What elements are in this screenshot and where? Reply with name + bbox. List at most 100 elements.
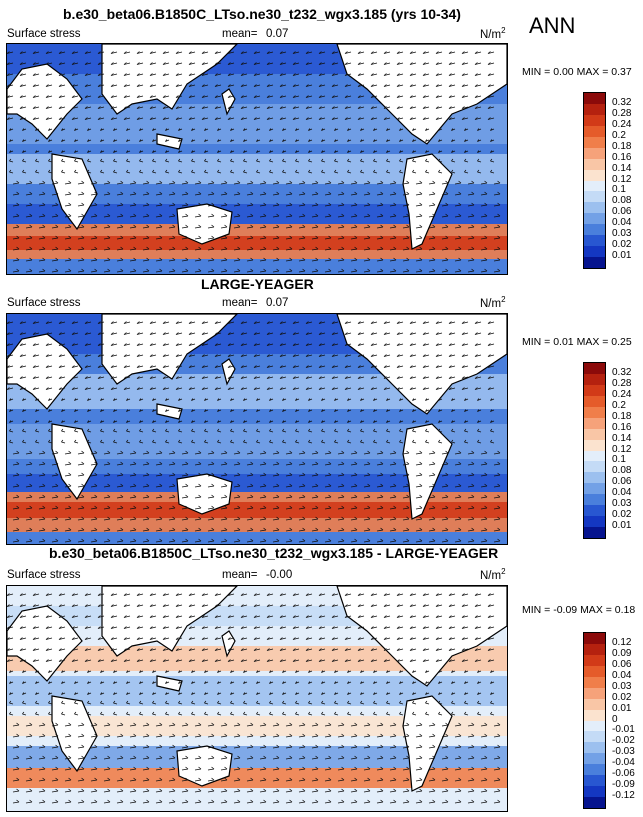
colorbar-swatch — [584, 494, 605, 506]
panel-2-variable: Surface stress — [7, 297, 81, 309]
colorbar-tick-label: 0.04 — [612, 217, 632, 229]
colorbar-tick-label: 0.32 — [612, 96, 632, 108]
panel-1-units: N/m2 — [480, 26, 506, 41]
panel-1-title: b.e30_beta06.B1850C_LTso.ne30_t232_wgx3.… — [63, 6, 461, 22]
panel-3-title: b.e30_beta06.B1850C_LTso.ne30_t232_wgx3.… — [49, 545, 499, 561]
panel-2-mean-label: mean= — [222, 297, 258, 309]
colorbar-tick-label: 0.08 — [612, 465, 632, 477]
colorbar-tick-label: -0.04 — [612, 757, 635, 769]
colorbar-swatch — [584, 720, 605, 732]
colorbar-swatch — [584, 136, 605, 148]
colorbar-tick-label: 0.06 — [612, 658, 632, 670]
colorbar-swatch — [584, 687, 605, 699]
colorbar-swatch — [584, 180, 605, 192]
colorbar-tick-label: 0.04 — [612, 487, 632, 499]
colorbar-tick-label: 0.01 — [612, 520, 632, 532]
colorbar-tick-label: 0.03 — [612, 498, 632, 510]
colorbar-swatch — [584, 633, 605, 644]
colorbar-tick-label: 0.02 — [612, 239, 632, 251]
colorbar-swatch — [584, 676, 605, 688]
colorbar-tick-label: -0.12 — [612, 790, 635, 802]
panel-2-colorbar — [583, 362, 606, 539]
panel-3-units: N/m2 — [480, 567, 506, 582]
colorbar-swatch — [584, 764, 605, 776]
colorbar-tick-label: 0.2 — [612, 399, 626, 411]
colorbar-tick-label: -0.09 — [612, 779, 635, 791]
colorbar-swatch — [584, 505, 605, 517]
colorbar-swatch — [584, 147, 605, 159]
colorbar-tick-label: 0.04 — [612, 669, 632, 681]
panel-3-mean: -0.00 — [266, 569, 293, 581]
colorbar-tick-label: 0.02 — [612, 691, 632, 703]
colorbar-tick-label: 0.01 — [612, 702, 632, 714]
colorbar-tick-label: 0.12 — [612, 173, 632, 185]
colorbar-tick-label: 0.24 — [612, 388, 632, 400]
panel-2-mean: 0.07 — [266, 297, 289, 309]
colorbar-swatch — [584, 742, 605, 754]
colorbar-swatch — [584, 373, 605, 385]
panel-3-mean-label: mean= — [222, 569, 258, 581]
colorbar-swatch — [584, 235, 605, 247]
colorbar-swatch — [584, 384, 605, 396]
panel-3-variable: Surface stress — [7, 569, 81, 581]
map-layers — [7, 586, 507, 811]
colorbar-tick-label: 0.03 — [612, 680, 632, 692]
map-layers — [7, 44, 507, 274]
map-layers — [7, 314, 507, 544]
panel-1-variable: Surface stress — [7, 28, 81, 40]
colorbar-swatch — [584, 202, 605, 214]
colorbar-swatch — [584, 158, 605, 170]
panel-2-map-svg — [7, 314, 507, 544]
colorbar-swatch — [584, 213, 605, 225]
colorbar-swatch — [584, 472, 605, 484]
colorbar-swatch — [584, 643, 605, 655]
panel-2-map — [6, 313, 508, 545]
colorbar-swatch — [584, 483, 605, 495]
colorbar-swatch — [584, 169, 605, 181]
colorbar-tick-label: -0.03 — [612, 746, 635, 758]
colorbar-tick-label: 0.24 — [612, 118, 632, 130]
colorbar-tick-label: 0.16 — [612, 151, 632, 163]
colorbar-tick-label: 0.01 — [612, 250, 632, 262]
colorbar-tick-label: 0.2 — [612, 129, 626, 141]
colorbar-swatch — [584, 698, 605, 710]
panel-2-title: LARGE-YEAGER — [201, 276, 314, 292]
colorbar-swatch — [584, 439, 605, 451]
colorbar-swatch — [584, 786, 605, 798]
colorbar-tick-label: 0 — [612, 713, 618, 725]
panel-1-colorbar — [583, 92, 606, 269]
panel-3-map-svg — [7, 586, 507, 811]
panel-3-colorbar — [583, 632, 606, 809]
colorbar-tick-label: 0.1 — [612, 184, 626, 196]
colorbar-tick-label: 0.28 — [612, 377, 632, 389]
colorbar-swatch — [584, 428, 605, 440]
colorbar-tick-label: 0.14 — [612, 432, 632, 444]
colorbar-swatch — [584, 406, 605, 418]
colorbar-tick-label: -0.01 — [612, 724, 635, 736]
colorbar-swatch — [584, 775, 605, 787]
colorbar-tick-label: -0.06 — [612, 768, 635, 780]
colorbar-swatch — [584, 224, 605, 236]
colorbar-tick-label: 0.08 — [612, 195, 632, 207]
colorbar-tick-label: 0.1 — [612, 454, 626, 466]
panel-3-minmax: MIN = -0.09 MAX = 0.18 — [522, 604, 636, 616]
panel-2-units: N/m2 — [480, 295, 506, 310]
colorbar-swatch — [584, 246, 605, 258]
colorbar-swatch — [584, 103, 605, 115]
colorbar-swatch — [584, 527, 605, 538]
colorbar-tick-label: 0.18 — [612, 410, 632, 422]
panel-1-map-svg — [7, 44, 507, 274]
panel-3-map — [6, 585, 508, 812]
colorbar-tick-label: 0.02 — [612, 509, 632, 521]
colorbar-swatch — [584, 654, 605, 666]
panel-1-map — [6, 43, 508, 275]
colorbar-swatch — [584, 395, 605, 407]
colorbar-swatch — [584, 191, 605, 203]
season-label: ANN — [529, 13, 576, 38]
colorbar-swatch — [584, 797, 605, 808]
colorbar-swatch — [584, 125, 605, 137]
colorbar-tick-label: -0.02 — [612, 735, 635, 747]
colorbar-swatch — [584, 516, 605, 528]
colorbar-swatch — [584, 461, 605, 473]
colorbar-swatch — [584, 114, 605, 126]
